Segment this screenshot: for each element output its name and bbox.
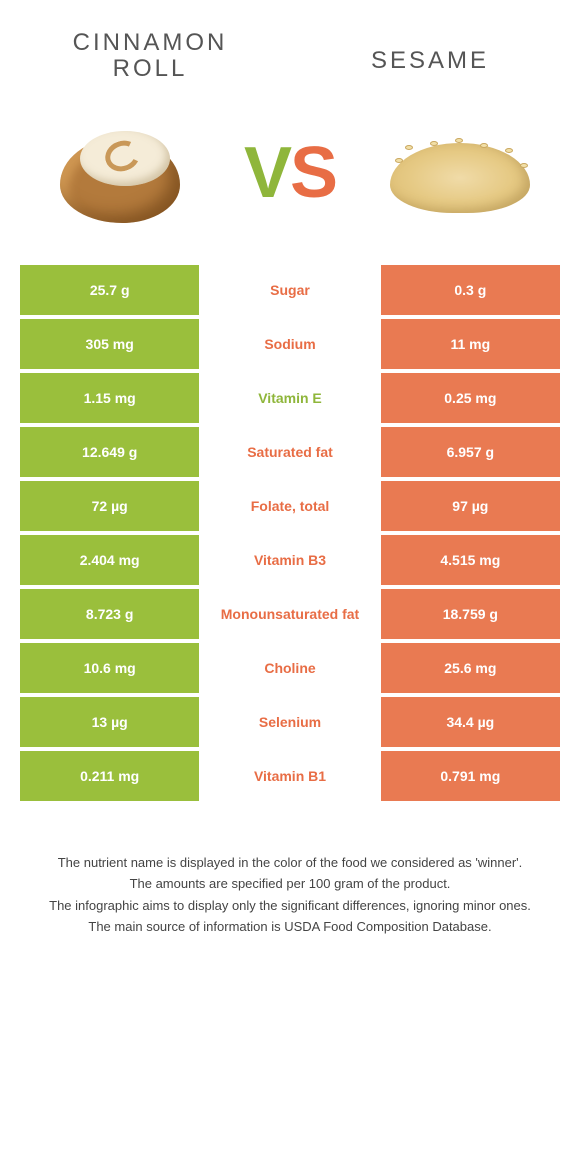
nutrient-label: Selenium: [200, 696, 379, 748]
value-right: 34.4 µg: [380, 696, 561, 748]
table-row: 1.15 mgVitamin E0.25 mg: [18, 371, 562, 425]
value-right: 11 mg: [380, 318, 561, 370]
table-row: 0.211 mgVitamin B10.791 mg: [18, 749, 562, 803]
value-right: 97 µg: [380, 480, 561, 532]
food-title-left: Cinnamon roll: [60, 30, 240, 83]
value-right: 4.515 mg: [380, 534, 561, 586]
footnote-line: The nutrient name is displayed in the co…: [30, 853, 550, 873]
nutrient-label: Saturated fat: [200, 426, 379, 478]
value-left: 2.404 mg: [19, 534, 200, 586]
value-left: 25.7 g: [19, 264, 200, 316]
value-left: 10.6 mg: [19, 642, 200, 694]
footnotes: The nutrient name is displayed in the co…: [30, 853, 550, 937]
value-left: 0.211 mg: [19, 750, 200, 802]
vs-letter-s: S: [290, 133, 336, 213]
nutrient-label: Sugar: [200, 264, 379, 316]
nutrient-label: Monounsaturated fat: [200, 588, 379, 640]
footnote-line: The main source of information is USDA F…: [30, 917, 550, 937]
nutrient-label: Vitamin B3: [200, 534, 379, 586]
table-row: 13 µgSelenium34.4 µg: [18, 695, 562, 749]
value-right: 0.25 mg: [380, 372, 561, 424]
table-row: 72 µgFolate, total97 µg: [18, 479, 562, 533]
value-left: 305 mg: [19, 318, 200, 370]
value-right: 0.3 g: [380, 264, 561, 316]
table-row: 10.6 mgCholine25.6 mg: [18, 641, 562, 695]
nutrient-label: Choline: [200, 642, 379, 694]
table-row: 305 mgSodium11 mg: [18, 317, 562, 371]
comparison-table: 25.7 gSugar0.3 g305 mgSodium11 mg1.15 mg…: [18, 263, 562, 803]
table-row: 2.404 mgVitamin B34.515 mg: [18, 533, 562, 587]
value-left: 72 µg: [19, 480, 200, 532]
vs-letter-v: V: [244, 133, 290, 213]
value-right: 6.957 g: [380, 426, 561, 478]
header: Cinnamon roll Sesame: [0, 0, 580, 93]
food-title-right: Sesame: [340, 48, 520, 83]
value-right: 18.759 g: [380, 588, 561, 640]
table-row: 8.723 gMonounsaturated fat18.759 g: [18, 587, 562, 641]
vs-label: VS: [244, 132, 336, 214]
value-left: 13 µg: [19, 696, 200, 748]
nutrient-label: Sodium: [200, 318, 379, 370]
nutrient-label: Vitamin E: [200, 372, 379, 424]
footnote-line: The infographic aims to display only the…: [30, 896, 550, 916]
nutrient-label: Vitamin B1: [200, 750, 379, 802]
value-left: 8.723 g: [19, 588, 200, 640]
value-left: 12.649 g: [19, 426, 200, 478]
table-row: 25.7 gSugar0.3 g: [18, 263, 562, 317]
cinnamon-roll-image: [40, 113, 200, 233]
footnote-line: The amounts are specified per 100 gram o…: [30, 874, 550, 894]
sesame-image: [380, 113, 540, 233]
hero-row: VS: [0, 93, 580, 263]
nutrient-label: Folate, total: [200, 480, 379, 532]
value-left: 1.15 mg: [19, 372, 200, 424]
value-right: 0.791 mg: [380, 750, 561, 802]
table-row: 12.649 gSaturated fat6.957 g: [18, 425, 562, 479]
value-right: 25.6 mg: [380, 642, 561, 694]
